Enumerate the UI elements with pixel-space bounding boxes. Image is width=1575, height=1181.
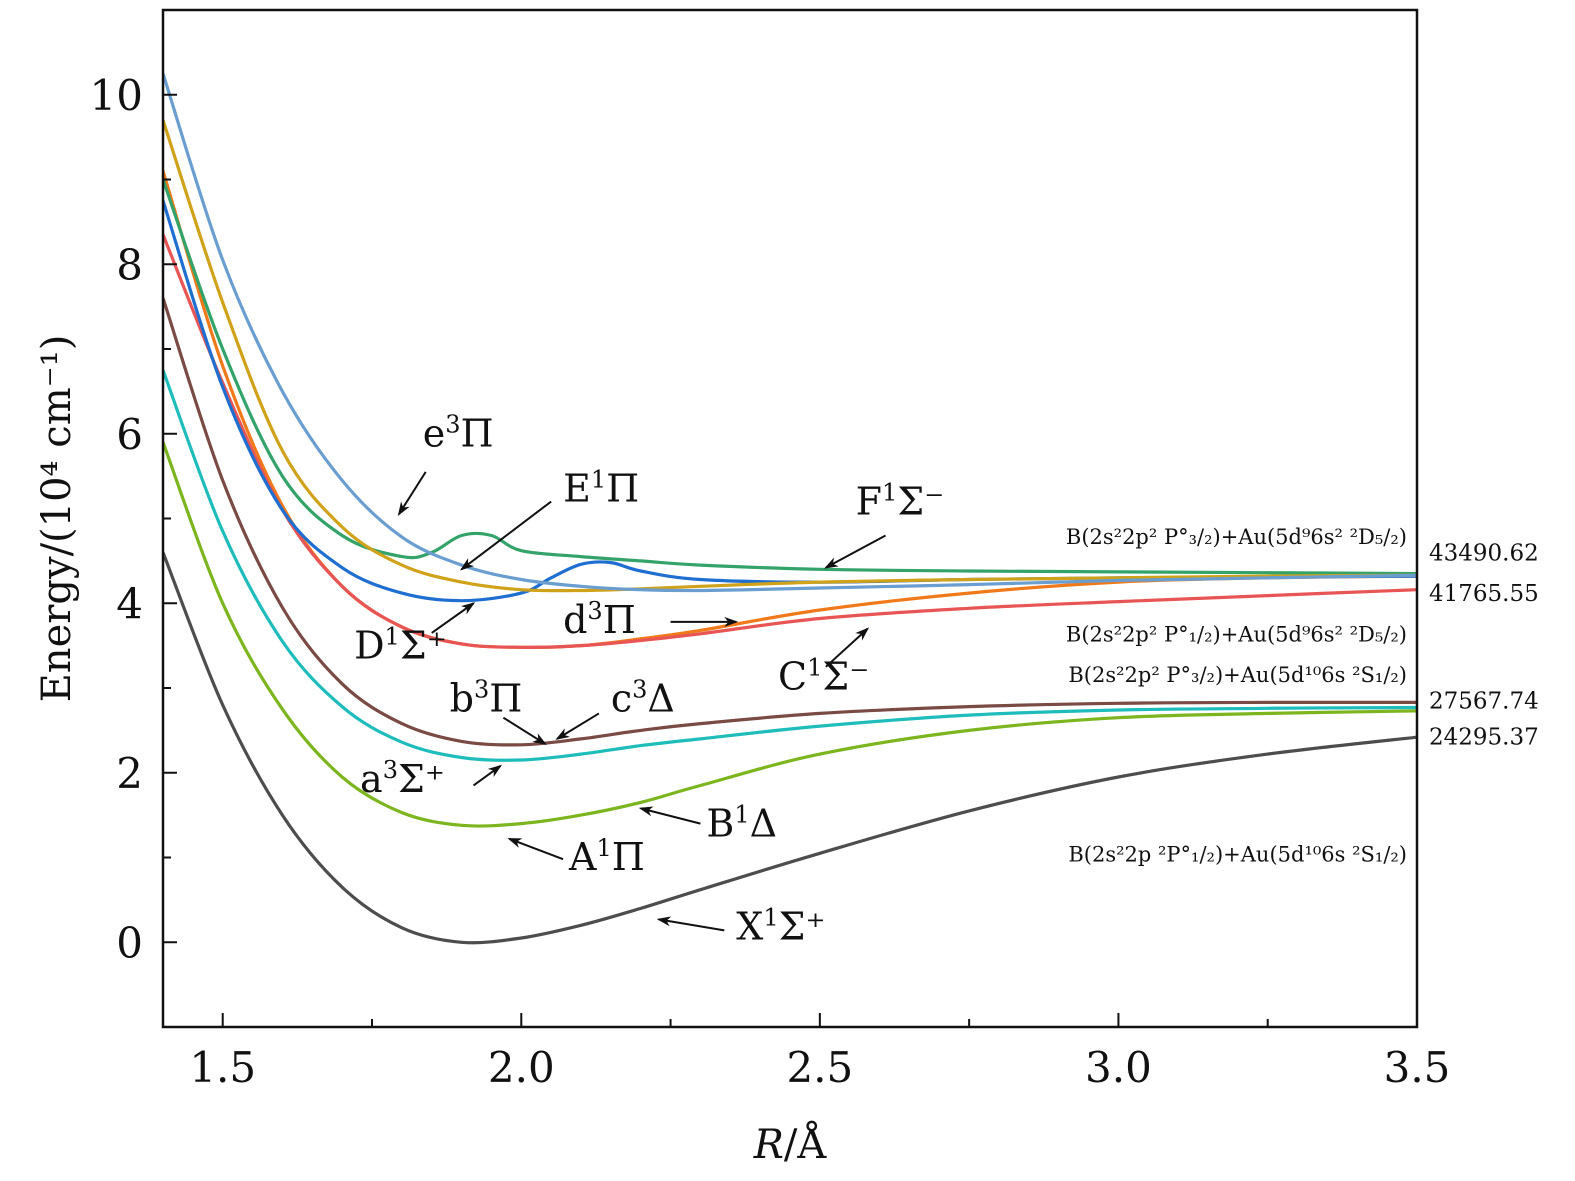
state-label-c3delta: c3Δ — [611, 676, 675, 721]
x-axis-label-unit: /Å — [784, 1121, 827, 1168]
state-letter: e — [423, 411, 446, 455]
plot-frame — [161, 8, 1419, 1029]
state-symbol: Σ⁻ — [822, 655, 869, 699]
state-label-E1pi: E1Π — [563, 466, 639, 511]
state-label-F1sigm: F1Σ⁻ — [856, 478, 945, 523]
y-axis-label: Energy/(10⁴ cm⁻¹) — [34, 335, 80, 703]
state-letter: F — [856, 479, 882, 523]
x-axis-label: R/Å — [753, 1121, 828, 1168]
state-letter: d — [563, 598, 587, 642]
state-symbol: Σ⁺ — [398, 757, 445, 801]
x-tick-label: 3.5 — [1384, 1043, 1451, 1092]
state-multiplicity: 1 — [597, 834, 612, 862]
energy-label-e1: 43490.62 — [1429, 540, 1539, 566]
state-multiplicity: 1 — [763, 904, 778, 932]
state-symbol: Π — [612, 835, 645, 879]
state-multiplicity: 1 — [734, 800, 749, 828]
state-letter: B — [706, 801, 734, 845]
state-symbol: Π — [461, 411, 494, 455]
curves-group — [163, 73, 1417, 945]
state-label-d3pi: d3Π — [563, 597, 636, 642]
state-letter: C — [778, 655, 807, 699]
state-letter: A — [568, 835, 597, 879]
curve-7 — [163, 178, 1417, 576]
curve-2 — [163, 369, 1417, 762]
state-multiplicity: 3 — [445, 410, 460, 438]
state-multiplicity: 1 — [807, 654, 822, 682]
state-multiplicity: 1 — [385, 622, 400, 650]
state-multiplicity: 3 — [383, 756, 398, 784]
curve-9 — [163, 73, 1417, 593]
state-label-D1sigp: D1Σ⁺ — [354, 622, 447, 667]
x-tick-label: 2.5 — [786, 1043, 853, 1092]
arrow-E1pi — [459, 500, 552, 571]
state-symbol: Σ⁻ — [897, 479, 944, 523]
arrow-a3sigp — [472, 764, 503, 787]
state-letter: a — [360, 757, 383, 801]
state-multiplicity: 3 — [474, 676, 489, 704]
state-symbol: Σ⁺ — [400, 623, 447, 667]
y-tick-label: 2 — [116, 749, 143, 798]
y-tick-label: 6 — [116, 410, 143, 459]
arrow-b3pi — [502, 716, 547, 745]
arrow-X1sigp — [656, 916, 725, 932]
curve-3 — [163, 297, 1417, 747]
arrow-e3pi — [397, 471, 427, 516]
y-tick-label: 8 — [116, 240, 143, 289]
curve-1 — [163, 441, 1417, 828]
state-letter: c — [611, 677, 632, 721]
arrow-F1sigm — [824, 534, 887, 569]
state-symbol: Σ⁺ — [779, 905, 826, 949]
state-symbol: Δ — [647, 677, 674, 721]
asymptote-label-asym4: B(2s²2p ²P°₁/₂)+Au(5d¹⁰6s ²S₁/₂) — [1068, 843, 1407, 867]
state-multiplicity: 3 — [632, 676, 647, 704]
curve-8 — [163, 119, 1417, 593]
state-label-C1sigm: C1Σ⁻ — [778, 654, 869, 699]
axes-group: 1.5 2.0 2.5 3.0 3.5 0 2 4 6 8 10 — [90, 9, 1451, 1092]
asymptote-label-asym3: B(2s²2p² P°₃/₂)+Au(5d¹⁰6s ²S₁/₂) — [1068, 663, 1407, 687]
x-tick-label: 3.0 — [1085, 1043, 1152, 1092]
energy-label-e4: 24295.37 — [1429, 724, 1539, 750]
arrow-C1sigm — [825, 627, 870, 668]
state-multiplicity: 1 — [591, 466, 606, 494]
y-tick-label: 4 — [116, 579, 143, 628]
asymptote-label-asym2: B(2s²2p² P°₁/₂)+Au(5d⁹6s² ²D₅/₂) — [1066, 622, 1407, 646]
state-symbol: Π — [603, 598, 636, 642]
y-tick-label: 10 — [90, 71, 143, 120]
curve-5 — [163, 233, 1417, 649]
state-symbol: Π — [606, 467, 639, 511]
state-label-B1delta: B1Δ — [706, 800, 777, 845]
state-letter: E — [563, 467, 591, 511]
state-letter: D — [354, 623, 384, 667]
asymptote-label-asym1: B(2s²2p² P°₃/₂)+Au(5d⁹6s² ²D₅/₂) — [1066, 525, 1407, 549]
y-tick-label: 0 — [116, 918, 143, 967]
state-label-a3sigp: a3Σ⁺ — [360, 756, 445, 801]
state-letter: b — [450, 677, 474, 721]
x-axis-label-var: R — [753, 1122, 784, 1168]
energy-label-e3: 27567.74 — [1429, 689, 1539, 715]
arrow-c3delta — [555, 712, 600, 740]
state-label-X1sigp: X1Σ⁺ — [736, 904, 825, 949]
state-multiplicity: 3 — [587, 597, 602, 625]
state-multiplicity: 1 — [882, 478, 897, 506]
state-label-b3pi: b3Π — [450, 676, 523, 721]
curve-0 — [163, 551, 1417, 945]
state-label-e3pi: e3Π — [423, 410, 494, 455]
x-tick-label: 1.5 — [189, 1043, 256, 1092]
x-tick-label: 2.0 — [488, 1043, 555, 1092]
state-symbol: Π — [489, 677, 522, 721]
arrow-B1delta — [638, 806, 701, 825]
state-label-A1pi: A1Π — [568, 834, 645, 879]
arrow-A1pi — [507, 837, 564, 861]
energy-label-e2: 41765.55 — [1429, 581, 1539, 607]
arrow-D1sigp — [431, 602, 476, 634]
state-symbol: Δ — [750, 801, 777, 845]
state-letter: X — [736, 905, 763, 949]
